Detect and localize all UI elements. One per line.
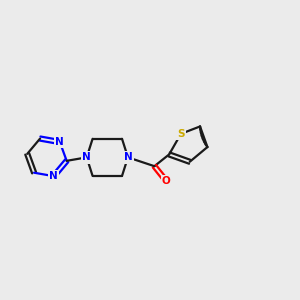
Text: N: N [50,171,58,181]
Text: N: N [82,152,91,162]
Text: O: O [162,176,171,186]
Text: N: N [56,137,64,147]
Text: S: S [177,129,185,139]
Text: N: N [124,152,132,162]
